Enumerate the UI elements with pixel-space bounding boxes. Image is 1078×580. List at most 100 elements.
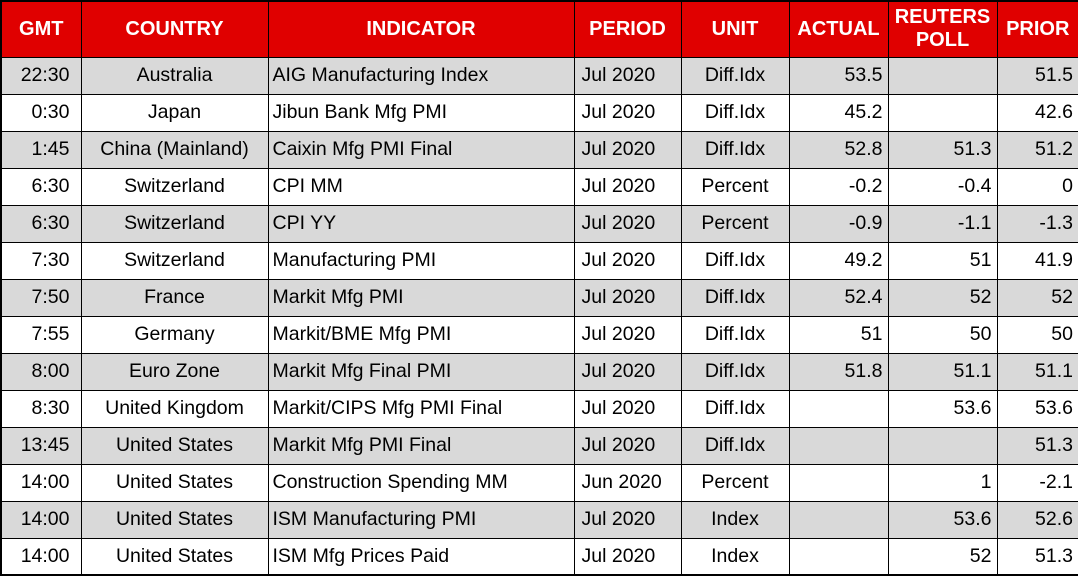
header-row: GMT COUNTRY INDICATOR PERIOD UNIT ACTUAL… xyxy=(0,0,1078,58)
cell-period: Jul 2020 xyxy=(573,130,682,169)
cell-prior: 52 xyxy=(996,278,1078,317)
cell-gmt: 7:55 xyxy=(0,315,82,354)
cell-unit: Percent xyxy=(680,463,790,502)
cell-gmt: 8:00 xyxy=(0,352,82,391)
cell-gmt: 7:50 xyxy=(0,278,82,317)
cell-actual: 53.5 xyxy=(788,56,889,95)
cell-reuters-poll xyxy=(887,56,998,95)
cell-prior: 0 xyxy=(996,167,1078,206)
cell-indicator: Caixin Mfg PMI Final xyxy=(267,130,575,169)
cell-actual xyxy=(788,537,889,576)
cell-indicator: Markit Mfg PMI xyxy=(267,278,575,317)
cell-unit: Diff.Idx xyxy=(680,315,790,354)
table-row: 14:00 United States ISM Mfg Prices Paid … xyxy=(0,537,1078,576)
cell-prior: 50 xyxy=(996,315,1078,354)
cell-country: France xyxy=(80,278,269,317)
column-header-period: PERIOD xyxy=(573,0,682,58)
cell-actual xyxy=(788,463,889,502)
cell-gmt: 6:30 xyxy=(0,167,82,206)
table-row: 7:55 Germany Markit/BME Mfg PMI Jul 2020… xyxy=(0,315,1078,354)
table-body: 22:30 Australia AIG Manufacturing Index … xyxy=(0,56,1078,576)
column-header-actual: ACTUAL xyxy=(788,0,889,58)
table-row: 8:30 United Kingdom Markit/CIPS Mfg PMI … xyxy=(0,389,1078,428)
cell-indicator: Jibun Bank Mfg PMI xyxy=(267,93,575,132)
cell-actual: -0.9 xyxy=(788,204,889,243)
cell-actual: -0.2 xyxy=(788,167,889,206)
cell-prior: -1.3 xyxy=(996,204,1078,243)
cell-gmt: 6:30 xyxy=(0,204,82,243)
cell-prior: 42.6 xyxy=(996,93,1078,132)
cell-country: Switzerland xyxy=(80,167,269,206)
cell-gmt: 7:30 xyxy=(0,241,82,280)
cell-period: Jul 2020 xyxy=(573,426,682,465)
cell-period: Jun 2020 xyxy=(573,463,682,502)
cell-indicator: Markit Mfg PMI Final xyxy=(267,426,575,465)
cell-period: Jul 2020 xyxy=(573,241,682,280)
cell-unit: Diff.Idx xyxy=(680,389,790,428)
table-row: 14:00 United States Construction Spendin… xyxy=(0,463,1078,502)
cell-actual: 45.2 xyxy=(788,93,889,132)
cell-prior: 52.6 xyxy=(996,500,1078,539)
cell-actual xyxy=(788,389,889,428)
cell-actual xyxy=(788,500,889,539)
cell-reuters-poll: 1 xyxy=(887,463,998,502)
table-header: GMT COUNTRY INDICATOR PERIOD UNIT ACTUAL… xyxy=(0,0,1078,58)
cell-gmt: 0:30 xyxy=(0,93,82,132)
cell-indicator: AIG Manufacturing Index xyxy=(267,56,575,95)
table-row: 7:50 France Markit Mfg PMI Jul 2020 Diff… xyxy=(0,278,1078,317)
table-row: 8:00 Euro Zone Markit Mfg Final PMI Jul … xyxy=(0,352,1078,391)
cell-reuters-poll: 53.6 xyxy=(887,500,998,539)
cell-period: Jul 2020 xyxy=(573,204,682,243)
table-row: 14:00 United States ISM Manufacturing PM… xyxy=(0,500,1078,539)
cell-unit: Diff.Idx xyxy=(680,241,790,280)
cell-prior: 41.9 xyxy=(996,241,1078,280)
cell-reuters-poll: -1.1 xyxy=(887,204,998,243)
cell-unit: Diff.Idx xyxy=(680,56,790,95)
cell-prior: 53.6 xyxy=(996,389,1078,428)
cell-country: United States xyxy=(80,426,269,465)
cell-prior: 51.1 xyxy=(996,352,1078,391)
cell-period: Jul 2020 xyxy=(573,278,682,317)
cell-unit: Percent xyxy=(680,204,790,243)
cell-country: United States xyxy=(80,537,269,576)
cell-indicator: CPI YY xyxy=(267,204,575,243)
cell-indicator: Manufacturing PMI xyxy=(267,241,575,280)
cell-period: Jul 2020 xyxy=(573,167,682,206)
column-header-indicator: INDICATOR xyxy=(267,0,575,58)
cell-country: United States xyxy=(80,463,269,502)
cell-indicator: ISM Mfg Prices Paid xyxy=(267,537,575,576)
cell-period: Jul 2020 xyxy=(573,537,682,576)
cell-gmt: 14:00 xyxy=(0,537,82,576)
column-header-prior: PRIOR xyxy=(996,0,1078,58)
cell-actual: 51.8 xyxy=(788,352,889,391)
cell-actual: 49.2 xyxy=(788,241,889,280)
cell-unit: Diff.Idx xyxy=(680,352,790,391)
table-row: 13:45 United States Markit Mfg PMI Final… xyxy=(0,426,1078,465)
cell-reuters-poll: 51 xyxy=(887,241,998,280)
cell-reuters-poll xyxy=(887,426,998,465)
cell-gmt: 14:00 xyxy=(0,463,82,502)
cell-gmt: 14:00 xyxy=(0,500,82,539)
cell-indicator: Markit/CIPS Mfg PMI Final xyxy=(267,389,575,428)
cell-actual: 52.8 xyxy=(788,130,889,169)
cell-country: China (Mainland) xyxy=(80,130,269,169)
column-header-unit: UNIT xyxy=(680,0,790,58)
table-row: 7:30 Switzerland Manufacturing PMI Jul 2… xyxy=(0,241,1078,280)
cell-actual: 51 xyxy=(788,315,889,354)
cell-prior: 51.3 xyxy=(996,537,1078,576)
cell-indicator: Markit/BME Mfg PMI xyxy=(267,315,575,354)
cell-country: United States xyxy=(80,500,269,539)
cell-country: Australia xyxy=(80,56,269,95)
cell-unit: Diff.Idx xyxy=(680,278,790,317)
cell-country: Germany xyxy=(80,315,269,354)
cell-unit: Percent xyxy=(680,167,790,206)
cell-prior: 51.3 xyxy=(996,426,1078,465)
cell-reuters-poll: -0.4 xyxy=(887,167,998,206)
cell-prior: -2.1 xyxy=(996,463,1078,502)
cell-period: Jul 2020 xyxy=(573,389,682,428)
cell-reuters-poll: 50 xyxy=(887,315,998,354)
column-header-country: COUNTRY xyxy=(80,0,269,58)
cell-reuters-poll: 53.6 xyxy=(887,389,998,428)
